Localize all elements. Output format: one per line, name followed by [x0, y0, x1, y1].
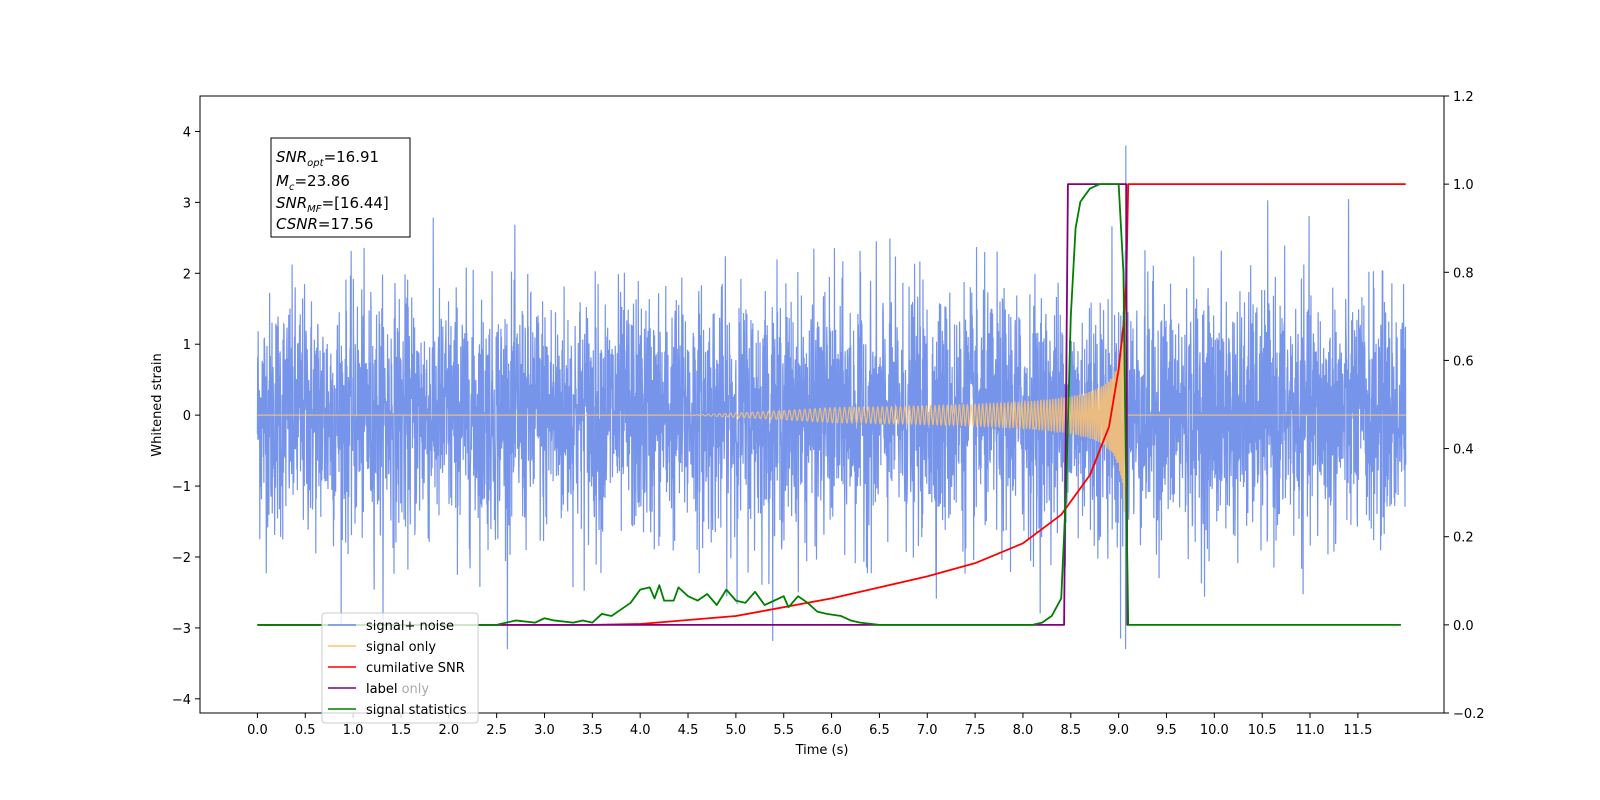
plot-series: [256, 145, 1407, 650]
legend-entry-signal-noise: signal+ noise: [328, 619, 454, 634]
y-left-tick-label: 4: [183, 125, 191, 140]
x-tick-label: 9.5: [1156, 723, 1177, 738]
x-axis-ticks: 0.0 0.5 1.0 1.5 2.0 2.5 3.0 3.5 4.0 4.5 5.0 5.5 6.0 6…: [247, 713, 1372, 738]
y-right-tick-label: −0.2: [1453, 707, 1485, 722]
plot-area-frame: [199, 95, 1445, 714]
x-tick-label: 2.0: [438, 723, 459, 738]
x-tick-label: 4.0: [630, 723, 651, 738]
y-right-tick-label: 1.0: [1453, 178, 1474, 193]
y-right-tick-label: 0.0: [1453, 619, 1474, 634]
y-left-tick-label: 3: [183, 196, 191, 211]
y-left-tick-label: −3: [172, 622, 191, 637]
y-left-tick-label: 1: [183, 338, 191, 353]
x-tick-label: 1.5: [391, 723, 412, 738]
x-tick-label: 8.5: [1060, 723, 1081, 738]
x-tick-label: 0.5: [295, 723, 316, 738]
x-tick-label: 2.5: [486, 723, 507, 738]
series-signal-statistics: [257, 183, 1401, 626]
legend-entry-signal-only: signal only: [328, 640, 436, 655]
x-tick-label: 5.5: [773, 723, 794, 738]
x-tick-label: 1.0: [343, 723, 364, 738]
x-tick-label: 6.5: [869, 723, 890, 738]
annotation-mc: Mc=23.86: [276, 172, 350, 193]
legend-entry-cumilative-snr: cumilative SNR: [328, 661, 465, 676]
x-tick-label: 3.0: [534, 723, 555, 738]
x-tick-label: 6.0: [821, 723, 842, 738]
x-tick-label: 3.5: [582, 723, 603, 738]
x-tick-label: 5.0: [726, 723, 747, 738]
x-axis-label: Time (s): [795, 743, 849, 758]
y-left-tick-label: −1: [172, 480, 191, 495]
annotation-snr-opt: SNRopt=16.91: [276, 148, 379, 169]
x-tick-label: 4.5: [678, 723, 699, 738]
y-right-tick-label: 1.2: [1453, 90, 1474, 105]
y-axis-left-ticks: −4 −3 −2 −1 0 1 2 3 4: [172, 125, 200, 708]
x-tick-label: 7.5: [965, 723, 986, 738]
svg-text:signal statistics: signal statistics: [366, 703, 467, 718]
annotation-csnr: CSNR=17.56: [276, 215, 373, 233]
legend-entry-label: label only label: [328, 682, 429, 697]
svg-text:label: label: [366, 682, 397, 697]
y-left-tick-label: 0: [183, 409, 191, 424]
y-right-tick-label: 0.6: [1453, 354, 1474, 369]
x-tick-label: 8.0: [1013, 723, 1034, 738]
x-tick-label: 11.0: [1296, 723, 1325, 738]
legend-entry-signal-statistics: signal statistics: [328, 703, 467, 718]
svg-text:signal+ noise: signal+ noise: [366, 619, 454, 634]
legend: signal+ noise signal only cumilative SNR…: [321, 612, 479, 724]
y-axis-right-ticks: −0.2 0.0 0.2 0.4 0.6 0.8 1.0 1.2: [1444, 90, 1485, 722]
y-left-tick-label: −4: [172, 693, 191, 708]
y-right-tick-label: 0.4: [1453, 443, 1474, 458]
x-tick-label: 9.0: [1108, 723, 1129, 738]
x-tick-label: 0.0: [247, 723, 268, 738]
x-tick-label: 7.0: [917, 723, 938, 738]
series-signal-noise: [256, 145, 1407, 650]
series-signal-only: [257, 294, 1406, 512]
svg-text:signal only: signal only: [366, 640, 436, 655]
x-tick-label: 11.5: [1343, 723, 1372, 738]
y-axis-left-label: Whitened strain: [150, 353, 165, 456]
svg-text:cumilative SNR: cumilative SNR: [366, 661, 465, 676]
annotation-snr-mf: SNRMF=[16.44]: [276, 194, 389, 215]
legend-text-label-only-ghost: label only: [366, 682, 429, 697]
x-tick-label: 10.5: [1248, 723, 1277, 738]
y-left-tick-label: 2: [183, 267, 191, 282]
x-tick-label: 10.0: [1200, 723, 1229, 738]
y-left-tick-label: −2: [172, 551, 191, 566]
annotation-box: SNRopt=16.91 Mc=23.86 SNRMF=[16.44] CSNR…: [270, 137, 411, 238]
y-right-tick-label: 0.2: [1453, 531, 1474, 546]
y-right-tick-label: 0.8: [1453, 266, 1474, 281]
